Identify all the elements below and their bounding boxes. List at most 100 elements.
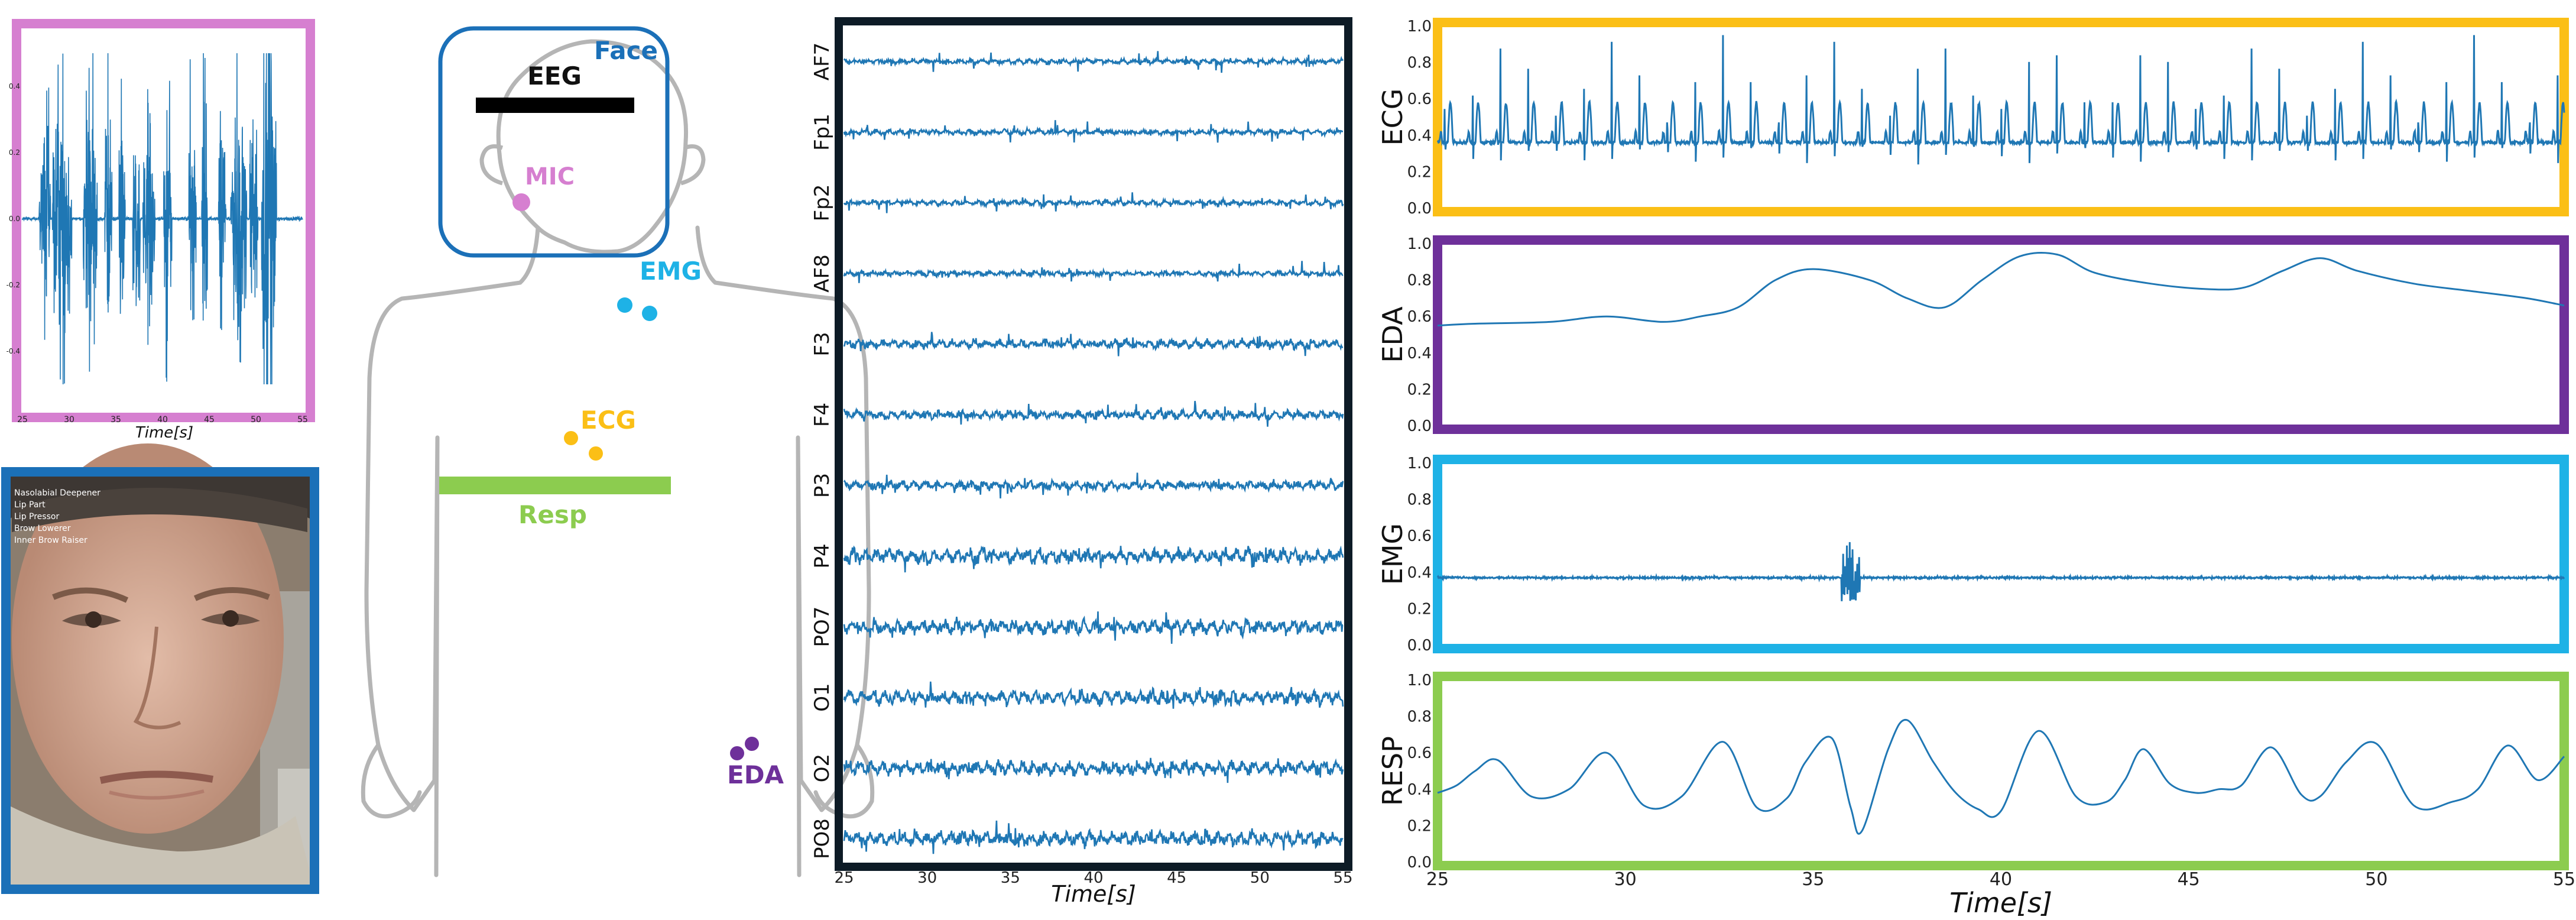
emg-y-tick-label: 0.8 (1407, 491, 1432, 509)
eeg-channel-label: F4 (810, 403, 834, 427)
eeg-x-ticks: 25 30 35 40 45 50 55 (834, 869, 1352, 887)
resp-y-tick-label: 0.4 (1407, 781, 1432, 799)
body-sensor-diagram: Face EEG MIC EMG ECG Resp EDA (361, 26, 875, 877)
head-outline (479, 39, 706, 254)
eeg-x-tick-label: 50 (1250, 869, 1270, 887)
resp-x-axis-label: Time[s] (1949, 887, 2052, 919)
ecg-y-tick-label: 0.6 (1407, 90, 1432, 108)
eeg-x-tick-label: 25 (834, 869, 854, 887)
resp-x-tick-label: 45 (2178, 869, 2200, 890)
eda-panel: 0.0 0.2 0.4 0.6 0.8 1.0 EDA (1377, 235, 2569, 435)
eeg-panel: AF7 Fp1 Fp2 AF8 F3 F4 P3 P4 PO7 O1 O2 PO8 25 30 35 40 4… (810, 17, 1353, 907)
audio-x-ticks: 25 30 35 40 45 50 55 (17, 415, 308, 425)
resp-x-tick-label: 55 (2553, 869, 2575, 890)
action-unit-label: Lip Part (14, 500, 46, 510)
eeg-x-tick-label: 55 (1333, 869, 1352, 887)
audio-panel-border (12, 19, 315, 422)
face-region-box (438, 26, 670, 258)
eda-sensor-dot (730, 746, 744, 760)
eeg-channel-label: Fp1 (810, 114, 834, 151)
eda-label: EDA (727, 760, 784, 789)
ecg-signal-line (1436, 35, 2565, 165)
eeg-label: EEG (527, 61, 582, 90)
ecg-y-axis-label: ECG (1377, 89, 1409, 146)
emg-panel-border (1433, 455, 2569, 653)
audio-waveform (22, 53, 303, 385)
emg-y-tick-label: 1.0 (1407, 455, 1432, 472)
emg-sensor-dot (617, 297, 632, 313)
emg-y-axis-label: EMG (1377, 523, 1409, 585)
eda-y-tick-label: 0.2 (1407, 381, 1432, 399)
ecg-y-tick-label: 0.4 (1407, 127, 1432, 145)
resp-y-tick-label: 0.8 (1407, 708, 1432, 726)
ecg-sensor-dot (589, 446, 603, 461)
eda-signal-line (1437, 252, 2565, 327)
emg-y-tick-label: 0.6 (1407, 527, 1432, 545)
resp-y-tick-label: 0.0 (1407, 854, 1432, 872)
resp-x-tick-label: 40 (1990, 869, 2012, 890)
eeg-trace (843, 757, 1344, 783)
ecg-panel: 0.0 0.2 0.4 0.6 0.8 1.0 ECG (1377, 18, 2569, 218)
resp-panel-border (1433, 672, 2569, 870)
mic-label: MIC (525, 163, 575, 190)
emg-y-tick-label: 0.4 (1407, 564, 1432, 582)
ecg-y-tick-label: 0.2 (1407, 163, 1432, 181)
ecg-y-tick-label: 0.0 (1407, 200, 1432, 218)
eeg-channel-label: O2 (810, 754, 834, 782)
eda-y-tick-label: 0.8 (1407, 272, 1432, 290)
face-panel-border (1, 467, 319, 894)
eda-panel-border (1433, 235, 2569, 434)
emg-signal-line (1436, 542, 2565, 601)
resp-y-tick-label: 1.0 (1407, 672, 1432, 689)
audio-x-tick-label: 35 (111, 415, 121, 425)
face-image (12, 443, 284, 834)
audio-y-ticks: 0.4 0.2 0.0 -0.2 -0.4 (7, 82, 20, 355)
eeg-headband (476, 98, 634, 113)
eeg-trace (843, 681, 1344, 709)
resp-belt (439, 477, 671, 494)
audio-x-tick-label: 40 (157, 415, 168, 425)
eda-y-tick-label: 0.6 (1407, 308, 1432, 326)
right-hand (813, 743, 875, 819)
resp-panel: 0.0 0.2 0.4 0.6 0.8 1.0 RESP (1377, 672, 2569, 872)
action-unit-label: Lip Pressor (14, 512, 59, 521)
resp-y-tick-label: 0.6 (1407, 744, 1432, 762)
mic-sensor-dot (512, 193, 530, 211)
eeg-channel-label: Fp2 (810, 184, 834, 222)
eeg-channel-label: PO7 (810, 607, 834, 647)
body-outline (364, 225, 871, 877)
eeg-x-tick-label: 30 (917, 869, 937, 887)
audio-y-tick-label: 0.4 (9, 82, 20, 90)
audio-x-tick-label: 55 (297, 415, 308, 425)
emg-label: EMG (640, 257, 702, 286)
eeg-trace (843, 820, 1344, 854)
resp-label: Resp (518, 500, 587, 529)
ecg-panel-border (1433, 18, 2569, 216)
eeg-x-tick-label: 40 (1083, 869, 1103, 887)
eda-y-tick-label: 0.0 (1407, 417, 1432, 435)
eeg-channel-label: AF7 (810, 43, 834, 80)
eeg-channel-labels: AF7 Fp1 Fp2 AF8 F3 F4 P3 P4 PO7 O1 O2 PO8 (810, 43, 834, 859)
ecg-label: ECG (580, 406, 636, 435)
audio-x-axis-label: Time[s] (135, 424, 193, 442)
resp-x-tick-label: 35 (1802, 869, 1824, 890)
emg-panel: 0.0 0.2 0.4 0.6 0.8 1.0 EMG (1377, 455, 2569, 655)
ecg-sensor-dot (564, 431, 578, 445)
eeg-trace (843, 401, 1344, 427)
eda-sensor-dot (745, 737, 759, 751)
resp-y-axis-label: RESP (1377, 736, 1409, 806)
eeg-trace (843, 120, 1344, 143)
action-unit-list: Nasolabial Deepener Lip Part Lip Pressor… (14, 488, 100, 545)
audio-x-tick-label: 50 (251, 415, 261, 425)
ecg-y-tick-label: 1.0 (1407, 18, 1432, 35)
resp-x-tick-label: 25 (1426, 869, 1449, 890)
resp-x-ticks: 25 30 35 40 45 50 55 (1426, 869, 2575, 890)
eda-y-tick-label: 0.4 (1407, 345, 1432, 362)
ecg-y-tick-label: 0.8 (1407, 54, 1432, 72)
eeg-channel-label: P3 (810, 473, 834, 498)
audio-x-tick-label: 45 (204, 415, 215, 425)
eda-y-axis-label: EDA (1377, 306, 1409, 363)
physio-signal-panels: 0.0 0.2 0.4 0.6 0.8 1.0 ECG 0.0 0.2 0.4 0.6 0.8 1.0 E… (1377, 18, 2569, 872)
eeg-channel-label: P4 (810, 543, 834, 568)
